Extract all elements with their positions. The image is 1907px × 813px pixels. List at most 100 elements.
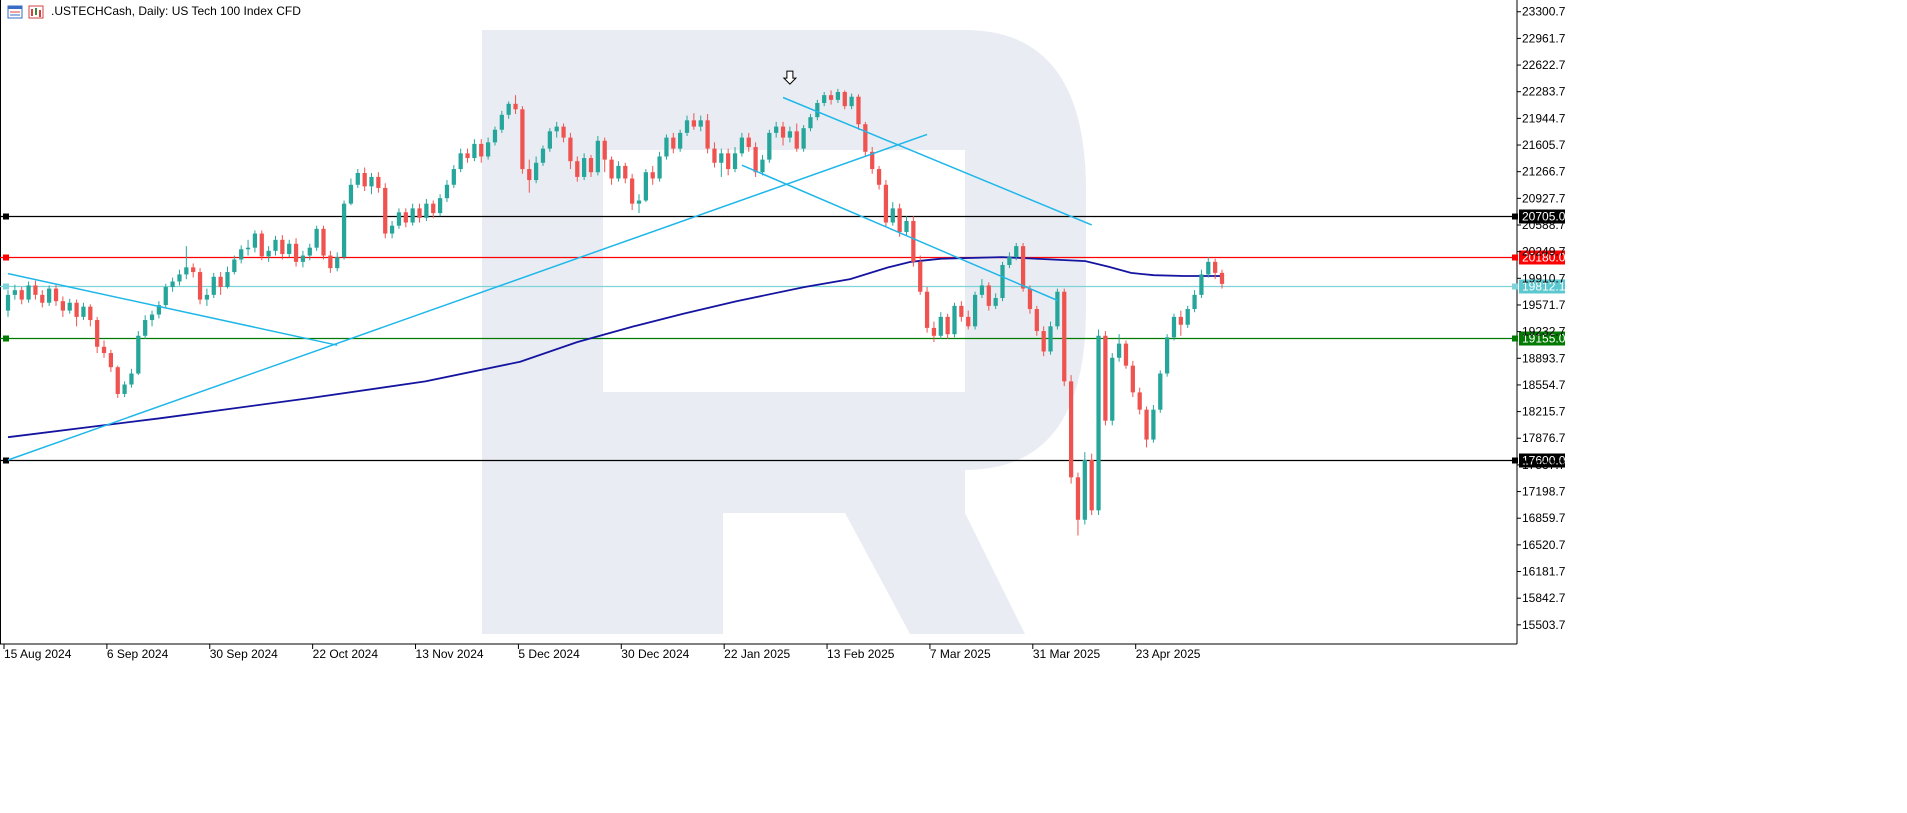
chart-type-icon[interactable]	[28, 5, 44, 19]
candle-bear	[1041, 331, 1046, 352]
candle-bull	[211, 276, 216, 295]
candle-bull	[499, 114, 504, 130]
candle-bull	[1192, 294, 1197, 310]
candle-bear	[630, 178, 635, 204]
candle-bull	[170, 281, 175, 288]
y-tick-label: 21944.7	[1522, 111, 1566, 125]
candle-bull	[492, 129, 498, 143]
chart-title: .USTECHCash, Daily: US Tech 100 Index CF…	[51, 4, 301, 18]
candle-bull	[232, 259, 237, 273]
y-tick-label: 16181.7	[1522, 565, 1566, 579]
candle-bull	[136, 335, 141, 374]
candle-bull	[451, 169, 456, 185]
candle-bear	[945, 316, 950, 335]
candle-bull	[1082, 460, 1087, 520]
y-tick-label: 22283.7	[1522, 85, 1566, 99]
candle-bull	[287, 243, 292, 254]
candle-bear	[602, 140, 607, 160]
candle-bear	[1130, 365, 1135, 393]
candle-bull	[1096, 335, 1101, 511]
candle-bull	[698, 120, 703, 127]
candle-bull	[163, 287, 168, 306]
chart-frame	[0, 0, 1518, 645]
candle-bull	[143, 320, 148, 336]
x-tick-label: 15 Aug 2024	[4, 647, 72, 661]
y-tick-label: 23300.7	[1522, 5, 1566, 19]
candle-bull	[1116, 343, 1122, 358]
candle-bear	[95, 320, 100, 347]
candle-bear	[911, 220, 916, 262]
level-handle	[1512, 213, 1518, 220]
y-tick-label: 19571.7	[1522, 298, 1566, 312]
candle-bull	[890, 208, 895, 223]
candle-bear	[1020, 246, 1026, 289]
level-handle	[3, 254, 9, 261]
y-tick-label: 21605.7	[1522, 138, 1566, 152]
candle-bear	[575, 161, 580, 177]
candle-bear	[40, 294, 45, 303]
candle-bull	[1165, 337, 1170, 374]
candle-bull	[801, 128, 806, 149]
candle-bull	[273, 239, 278, 251]
candle-bull	[424, 203, 429, 218]
y-tick-label: 15503.7	[1522, 618, 1566, 632]
candle-bear	[1075, 477, 1081, 520]
candle-bear	[1213, 261, 1218, 273]
candle-bear	[924, 291, 930, 328]
y-tick-label: 22961.7	[1522, 31, 1566, 45]
candle-bear	[479, 143, 484, 157]
candle-bull	[369, 176, 374, 187]
level-handle	[3, 283, 9, 290]
candle-bull	[396, 212, 402, 226]
candle-bull	[156, 305, 162, 315]
candle-bear	[870, 151, 875, 170]
candle-bear	[88, 306, 93, 321]
candle-bull	[1206, 261, 1211, 275]
y-tick-label: 20927.7	[1522, 191, 1566, 205]
candle-bull	[1171, 316, 1177, 338]
x-tick-label: 5 Dec 2024	[518, 647, 580, 661]
candle-bull	[1110, 357, 1115, 421]
candle-bear	[33, 285, 38, 295]
chart-window-icon[interactable]	[7, 5, 23, 19]
down-arrow-marker	[782, 70, 798, 85]
level-price-label: 19155.0	[1522, 332, 1566, 346]
candle-bull	[767, 132, 772, 160]
candle-bear	[712, 148, 717, 163]
price-axis[interactable]: 23300.7 22961.7 22622.7 22283.7 21944.7 21605…	[1517, 5, 1566, 632]
candle-bull	[849, 96, 854, 107]
candle-bear	[1219, 272, 1225, 284]
candle-bear	[513, 103, 518, 110]
candle-bear	[568, 137, 573, 162]
candle-bear	[108, 353, 114, 368]
candle-bull	[582, 158, 587, 177]
y-tick-label: 15842.7	[1522, 591, 1566, 605]
candle-bull	[444, 184, 450, 199]
candle-bull	[1000, 264, 1005, 299]
candle-bear	[60, 301, 65, 311]
candle-bull	[1055, 291, 1060, 327]
candle-bull	[732, 153, 738, 170]
level-price-label: 17600.0	[1522, 454, 1566, 468]
candle-bear	[376, 176, 381, 188]
candle-bear	[842, 92, 847, 107]
x-tick-label: 13 Feb 2025	[827, 647, 895, 661]
candle-bull	[506, 103, 511, 115]
time-axis[interactable]: 15 Aug 2024 6 Sep 2024 30 Sep 2024 22 Oct 2…	[3, 644, 1201, 661]
candle-bear	[259, 233, 264, 257]
candle-bull	[979, 285, 985, 295]
candle-bull	[5, 294, 11, 311]
moving-average-line	[7, 256, 1222, 439]
candle-bear	[588, 158, 594, 173]
y-tick-label: 17198.7	[1522, 485, 1566, 499]
candle-bull	[636, 200, 642, 204]
x-tick-label: 13 Nov 2024	[416, 647, 484, 661]
candle-bull	[540, 148, 546, 163]
candle-bear	[197, 272, 203, 300]
marker-layer	[782, 70, 798, 85]
candle-bull	[972, 294, 978, 327]
candle-bear	[780, 126, 786, 138]
candle-bear	[753, 147, 758, 173]
